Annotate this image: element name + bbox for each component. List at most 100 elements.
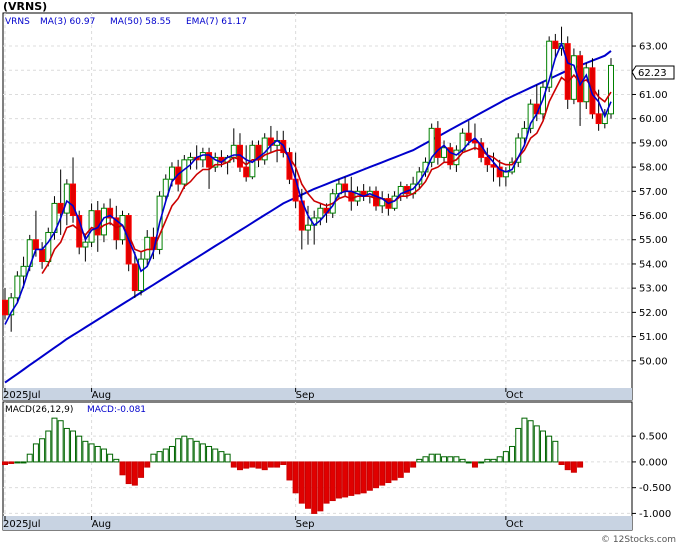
candle-body bbox=[527, 103, 534, 129]
macd-bar bbox=[82, 440, 89, 463]
price-legend: VRNS MA(3) 60.97 MA(50) 58.55 EMA(7) 61.17 bbox=[5, 17, 247, 27]
macd-bar bbox=[218, 451, 225, 463]
candle-body bbox=[546, 40, 553, 88]
macd-bar bbox=[63, 427, 70, 463]
macd-x-tick-label: 2025Jul bbox=[3, 519, 41, 530]
macd-bar bbox=[274, 461, 281, 468]
macd-bar bbox=[243, 461, 250, 469]
macd-bar bbox=[385, 461, 392, 484]
macd-value: MACD:-0.081 bbox=[87, 405, 146, 415]
macd-bar bbox=[26, 453, 33, 463]
macd-bar bbox=[261, 461, 268, 471]
macd-bar bbox=[138, 461, 145, 478]
macd-bar bbox=[533, 425, 540, 463]
candle-body bbox=[342, 183, 349, 192]
macd-bars-group bbox=[2, 417, 584, 514]
macd-bar bbox=[397, 461, 404, 478]
candle-body bbox=[181, 159, 188, 185]
candle-body bbox=[515, 137, 522, 163]
macd-y-tick-label: 0.000 bbox=[639, 457, 668, 468]
candle-body bbox=[187, 156, 194, 161]
candle-body bbox=[243, 166, 250, 178]
price-panel-frame bbox=[2, 12, 633, 401]
macd-bar bbox=[39, 438, 46, 463]
candle-body bbox=[608, 64, 614, 115]
macd-title: MACD(26,12,9) bbox=[5, 405, 73, 415]
macd-bar bbox=[428, 453, 435, 463]
macd-bar bbox=[317, 461, 324, 512]
candle-body bbox=[292, 178, 299, 202]
price-y-tick-label: 63.00 bbox=[639, 42, 668, 53]
price-x-tick-label: Aug bbox=[92, 390, 112, 401]
price-y-tick-label: 61.00 bbox=[639, 90, 668, 101]
macd-x-tick-label: Oct bbox=[506, 519, 523, 530]
candle-body bbox=[107, 207, 114, 219]
macd-bar bbox=[305, 461, 311, 509]
watermark: © 12Stocks.com bbox=[601, 535, 676, 545]
candle-body bbox=[39, 248, 46, 263]
macd-bar bbox=[391, 461, 398, 481]
macd-bar bbox=[416, 458, 423, 463]
macd-bar bbox=[51, 417, 58, 463]
legend-entry: MA(50) 58.55 bbox=[110, 17, 171, 27]
candle-body bbox=[138, 258, 145, 292]
macd-bar bbox=[14, 461, 21, 464]
macd-bar bbox=[168, 445, 175, 463]
legend-entry: VRNS bbox=[5, 17, 30, 27]
macd-bar bbox=[502, 451, 509, 463]
candle-body bbox=[2, 299, 8, 316]
macd-bar bbox=[527, 420, 534, 463]
candle-body bbox=[57, 202, 64, 214]
candle-body bbox=[131, 263, 138, 292]
macd-bar bbox=[459, 458, 466, 463]
macd-bar bbox=[354, 461, 361, 495]
macd-bar bbox=[255, 461, 262, 469]
candle-body bbox=[70, 183, 77, 217]
candle-body bbox=[595, 113, 602, 125]
candle-body bbox=[63, 183, 70, 214]
price-x-tick-label: Oct bbox=[506, 390, 523, 401]
macd-bar bbox=[366, 461, 373, 491]
price-y-axis: 50.00 51.00 52.00 53.00 54.00 55.00 56.00 57.00… bbox=[632, 42, 668, 367]
macd-bar bbox=[471, 461, 478, 468]
candle-body bbox=[8, 297, 15, 316]
macd-bar bbox=[156, 451, 163, 463]
ma50-line-group bbox=[4, 50, 612, 384]
macd-bar bbox=[379, 461, 386, 486]
macd-bar bbox=[403, 461, 410, 473]
macd-bar bbox=[236, 461, 243, 471]
price-y-tick-label: 50.00 bbox=[639, 356, 668, 367]
candle-body bbox=[144, 236, 151, 260]
last-price-tag: 62.23 bbox=[631, 65, 675, 80]
macd-bar bbox=[552, 440, 559, 463]
candle-body bbox=[428, 127, 435, 163]
last-price-label: 62.23 bbox=[638, 68, 667, 79]
macd-x-tick-label: Sep bbox=[296, 519, 315, 530]
candle-body bbox=[441, 147, 448, 158]
macd-y-tick-label: -1.000 bbox=[639, 509, 671, 520]
macd-bar bbox=[484, 458, 491, 463]
price-lines-group bbox=[4, 41, 612, 325]
candle-body bbox=[212, 156, 219, 168]
macd-bar bbox=[113, 458, 120, 463]
macd-bar bbox=[577, 461, 584, 468]
macd-bar bbox=[70, 430, 77, 463]
candle-body bbox=[317, 207, 324, 219]
macd-bar bbox=[100, 448, 107, 463]
macd-bar bbox=[360, 461, 367, 494]
candle-body bbox=[113, 217, 120, 241]
candle-body bbox=[32, 239, 39, 250]
macd-bar bbox=[193, 440, 200, 463]
macd-bar bbox=[94, 445, 101, 463]
price-y-tick-label: 60.00 bbox=[639, 114, 668, 125]
macd-bar bbox=[212, 448, 219, 463]
macd-bar bbox=[150, 453, 157, 463]
macd-y-tick-label: 0.500 bbox=[639, 432, 668, 443]
macd-bar bbox=[32, 443, 39, 463]
candle-body bbox=[465, 132, 472, 141]
macd-bar bbox=[564, 461, 571, 471]
macd-x-tick-label: Aug bbox=[92, 519, 112, 530]
candle-body bbox=[162, 178, 169, 197]
macd-bar bbox=[162, 448, 169, 463]
